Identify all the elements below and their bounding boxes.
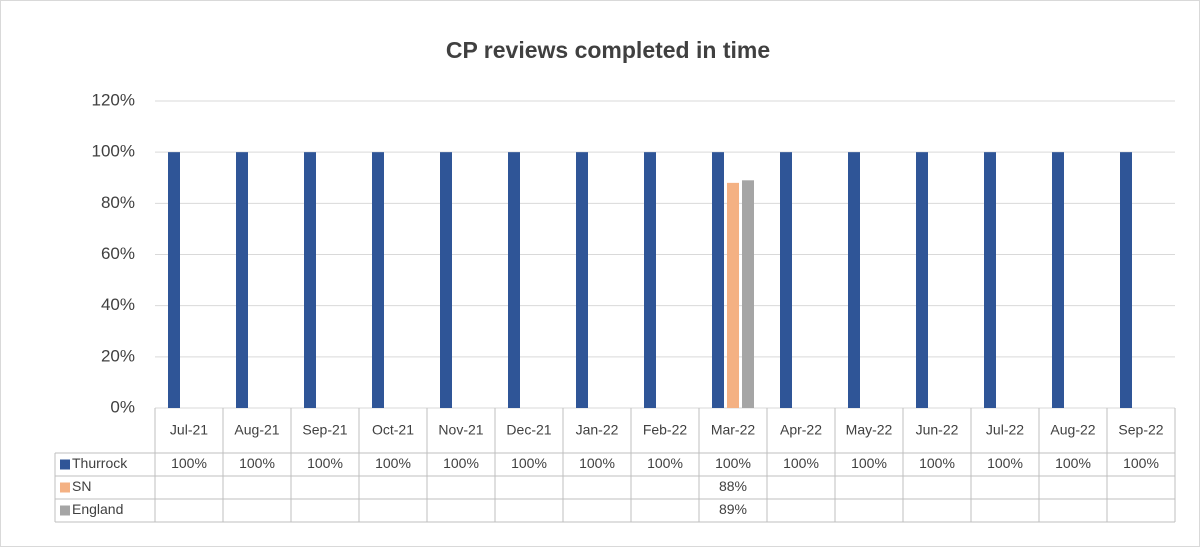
table-value: 100% (443, 455, 479, 471)
x-tick-label: Sep-22 (1118, 422, 1163, 438)
x-tick-label: May-22 (846, 422, 893, 438)
table-value: 100% (171, 455, 207, 471)
table-value: 100% (1123, 455, 1159, 471)
table-value: 100% (851, 455, 887, 471)
table-value: 89% (719, 501, 747, 517)
bar (304, 152, 316, 408)
x-tick-label: Jul-21 (170, 422, 208, 438)
y-tick-label: 0% (110, 397, 135, 416)
table-value: 100% (375, 455, 411, 471)
y-tick-label: 40% (101, 295, 135, 314)
table-value: 100% (579, 455, 615, 471)
table-value: 100% (511, 455, 547, 471)
x-tick-label: Jan-22 (576, 422, 619, 438)
x-tick-label: Apr-22 (780, 422, 822, 438)
chart-title: CP reviews completed in time (446, 37, 770, 63)
bar (372, 152, 384, 408)
legend-key (60, 505, 70, 516)
bar (916, 152, 928, 408)
legend-label: SN (72, 478, 91, 494)
x-tick-label: Jul-22 (986, 422, 1024, 438)
x-tick-label: Nov-21 (438, 422, 483, 438)
table-value: 100% (239, 455, 275, 471)
table-value: 100% (783, 455, 819, 471)
bar (1120, 152, 1132, 408)
x-tick-label: Oct-21 (372, 422, 414, 438)
table-value: 88% (719, 478, 747, 494)
table-value: 100% (307, 455, 343, 471)
table-value: 100% (715, 455, 751, 471)
bar (576, 152, 588, 408)
y-tick-label: 20% (101, 346, 135, 365)
bar (440, 152, 452, 408)
bar (780, 152, 792, 408)
table-value: 100% (919, 455, 955, 471)
bar (168, 152, 180, 408)
x-tick-label: Aug-21 (234, 422, 279, 438)
y-tick-label: 120% (92, 90, 135, 109)
x-tick-label: Feb-22 (643, 422, 688, 438)
y-tick-label: 80% (101, 193, 135, 212)
bar (742, 180, 754, 408)
bar (508, 152, 520, 408)
bar (1052, 152, 1064, 408)
y-tick-label: 100% (92, 142, 135, 161)
bar (727, 182, 739, 408)
legend-key (60, 482, 70, 493)
x-tick-label: Aug-22 (1050, 422, 1095, 438)
x-tick-label: Sep-21 (302, 422, 347, 438)
x-tick-label: Jun-22 (916, 422, 959, 438)
table-value: 100% (1055, 455, 1091, 471)
bar (984, 152, 996, 408)
y-tick-label: 60% (101, 244, 135, 263)
table-value: 100% (987, 455, 1023, 471)
bar (644, 152, 656, 408)
bar (712, 152, 724, 408)
x-tick-label: Mar-22 (711, 422, 756, 438)
table-value: 100% (647, 455, 683, 471)
legend-key (60, 459, 70, 470)
x-tick-label: Dec-21 (506, 422, 551, 438)
legend-label: Thurrock (72, 455, 128, 471)
bar (236, 152, 248, 408)
bar (848, 152, 860, 408)
legend-label: England (72, 501, 123, 517)
